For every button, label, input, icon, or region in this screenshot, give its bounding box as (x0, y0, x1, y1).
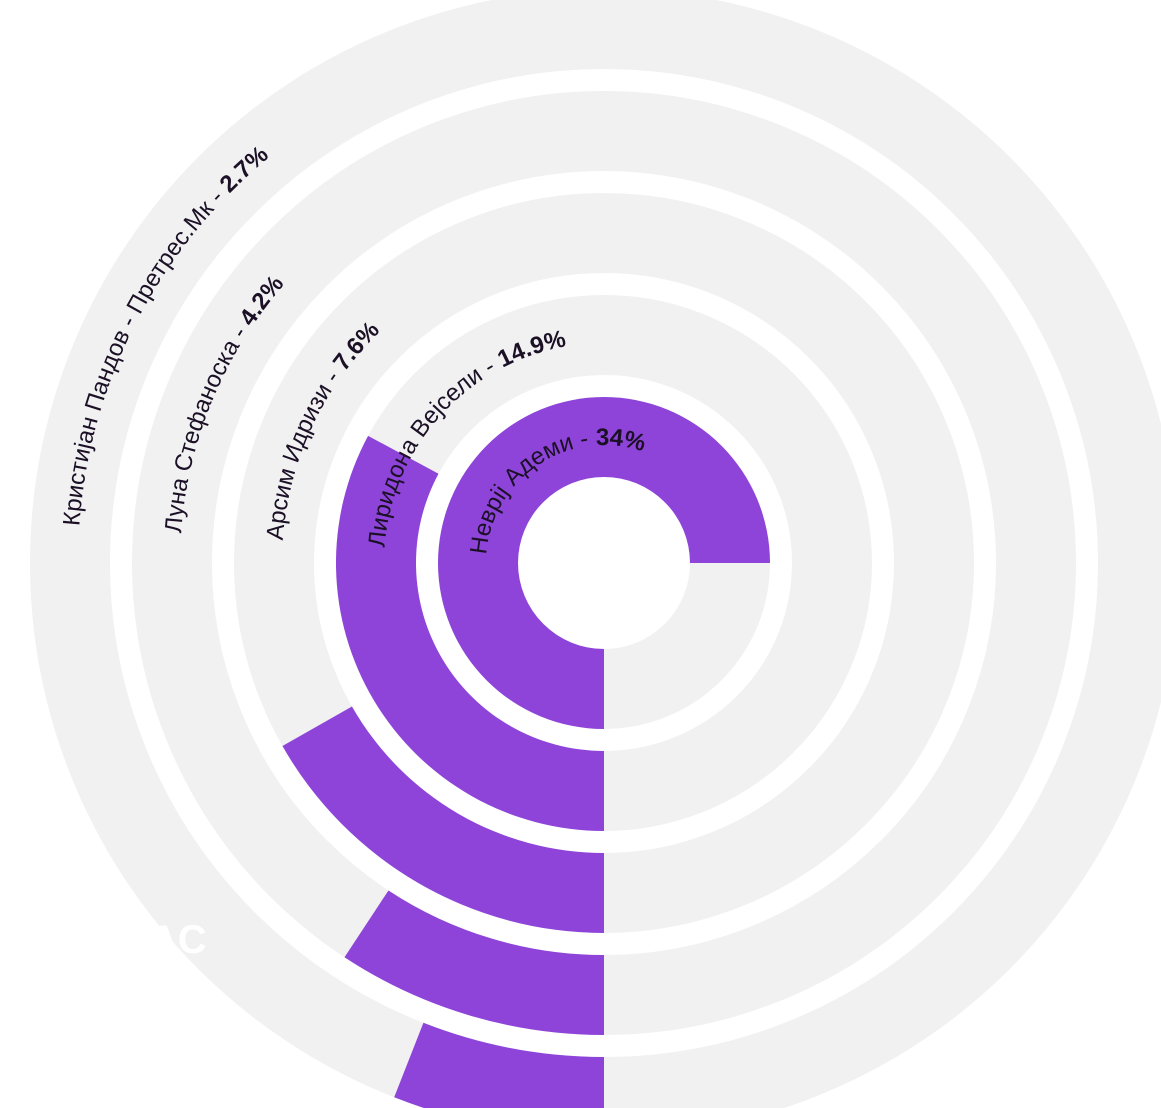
watermark-logo: САС (120, 918, 208, 963)
ring-bar (394, 1023, 604, 1108)
